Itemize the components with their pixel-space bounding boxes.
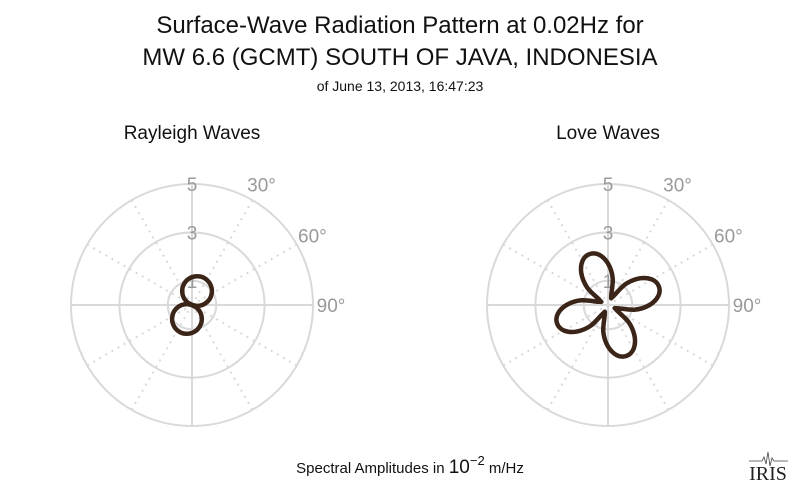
radial-tick-label: 3 [187, 223, 198, 244]
radial-gridline [118, 231, 266, 379]
polar-plot-love: Love Waves 1 3 5 30° 60° 90° [486, 123, 762, 427]
angle-tick-label: 90° [317, 296, 346, 317]
radial-tick-label: 5 [603, 175, 614, 196]
svg-text:IRIS: IRIS [749, 463, 787, 485]
polar-plot-rayleigh: Rayleigh Waves 1 3 5 30° 60° 90° [70, 123, 346, 427]
radial-tick-label: 1 [187, 272, 198, 293]
radial-gridline [166, 279, 218, 331]
radial-gridline [582, 279, 634, 331]
radiation-pattern-line [169, 273, 215, 337]
radial-gridline [486, 183, 730, 427]
angle-tick-label: 90° [733, 296, 762, 317]
angle-tick-label: 30° [663, 176, 692, 197]
title-line-1: Surface-Wave Radiation Pattern at 0.02Hz… [156, 12, 643, 39]
iris-logo: IRIS [749, 451, 788, 485]
footer-units: Spectral Amplitudes in 10−2 m/Hz [296, 453, 524, 478]
radial-tick-label: 3 [603, 223, 614, 244]
angle-tick-label: 30° [247, 176, 276, 197]
plot-title: Rayleigh Waves [124, 123, 261, 144]
angle-tick-label: 60° [298, 227, 327, 248]
radial-gridline [534, 231, 682, 379]
radial-gridline [70, 183, 314, 427]
radial-tick-label: 5 [187, 175, 198, 196]
radiation-pattern-line [554, 251, 662, 359]
angle-tick-label: 60° [714, 227, 743, 248]
title-line-2: MW 6.6 (GCMT) SOUTH OF JAVA, INDONESIA [142, 44, 657, 71]
plot-title: Love Waves [556, 123, 660, 144]
title-line-3: of June 13, 2013, 16:47:23 [317, 78, 484, 94]
radial-tick-label: 1 [603, 272, 614, 293]
